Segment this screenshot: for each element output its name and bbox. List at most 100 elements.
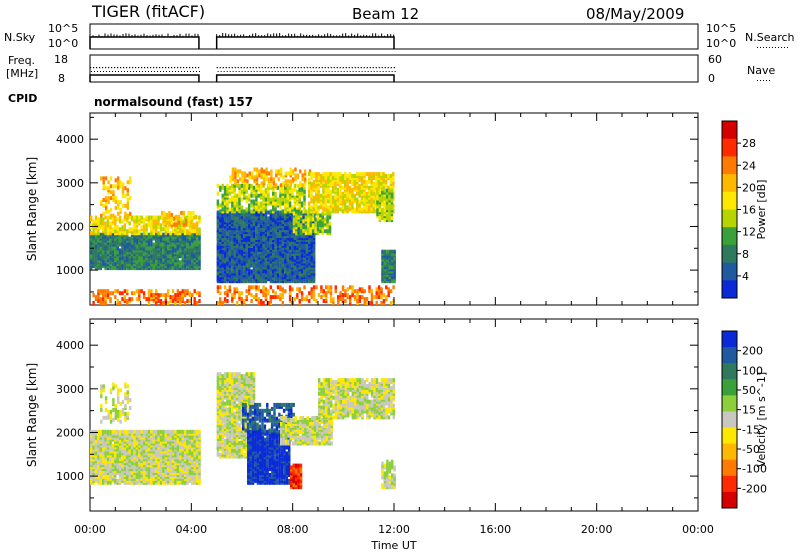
range-cell <box>231 195 234 200</box>
range-cell <box>341 191 344 196</box>
range-cell <box>99 232 102 237</box>
range-cell <box>187 210 190 215</box>
range-cell <box>245 195 248 200</box>
range-cell <box>267 210 270 215</box>
range-cell <box>314 223 317 228</box>
freq-dot <box>180 67 182 69</box>
freq-dot <box>108 67 110 69</box>
range-cell <box>329 285 333 290</box>
range-cell <box>240 189 244 194</box>
range-cell <box>121 429 124 434</box>
range-cell <box>392 203 395 208</box>
range-cell <box>118 301 122 305</box>
range-cell <box>365 179 368 184</box>
range-cell <box>274 201 277 206</box>
freq-dot <box>384 67 386 69</box>
range-cell <box>267 183 271 188</box>
range-cell <box>257 187 260 192</box>
range-cell <box>94 229 98 234</box>
range-cell <box>145 227 148 232</box>
range-cell <box>112 190 115 195</box>
range-cell <box>296 189 299 194</box>
nave-label: Nave <box>747 64 775 77</box>
range-cell <box>265 177 268 182</box>
range-cell <box>167 289 170 294</box>
range-cell <box>274 253 277 258</box>
range-cell <box>377 285 381 290</box>
range-cell <box>300 185 304 190</box>
range-cell <box>97 289 100 294</box>
figure-title: TIGER (fitACF) <box>91 2 205 21</box>
range-cell <box>317 205 320 210</box>
range-cell <box>97 217 100 222</box>
range-cell <box>303 297 306 302</box>
range-cell <box>288 297 292 302</box>
range-cell <box>316 209 320 214</box>
range-cell <box>116 453 119 458</box>
range-cell <box>264 287 268 292</box>
range-cell <box>281 197 284 202</box>
range-cell <box>243 234 246 238</box>
freq-dot <box>253 71 255 72</box>
range-cell <box>262 301 265 305</box>
range-cell <box>235 183 239 188</box>
range-cell <box>356 177 359 182</box>
range-cell <box>228 210 232 215</box>
range-cell <box>302 209 305 214</box>
range-cell <box>124 186 127 191</box>
range-cell <box>326 217 329 222</box>
range-cell <box>109 213 113 218</box>
range-cell <box>365 297 369 302</box>
range-cell <box>262 253 265 258</box>
freq-dot <box>276 67 278 69</box>
range-cell <box>349 285 352 290</box>
range-cell <box>284 179 288 184</box>
range-cell <box>370 293 374 298</box>
range-cell <box>281 209 284 214</box>
freq-dot <box>315 67 317 69</box>
range-cell <box>238 183 241 188</box>
range-cell <box>276 210 280 215</box>
range-cell <box>234 171 237 176</box>
range-cell <box>358 172 361 177</box>
range-cell <box>370 201 373 206</box>
range-cell <box>262 183 265 188</box>
range-cell <box>334 285 337 290</box>
range-cell <box>383 218 386 223</box>
range-cell <box>106 227 110 232</box>
range-cell <box>269 285 272 290</box>
range-cell <box>94 244 98 249</box>
nsky-trace <box>89 36 200 49</box>
range-cell <box>240 197 244 202</box>
range-cell <box>344 203 347 208</box>
range-cell <box>391 253 394 258</box>
range-cell <box>248 193 251 198</box>
range-cell <box>291 191 294 196</box>
range-cell <box>231 297 234 302</box>
cpid-text: normalsound (fast) 157 <box>94 95 253 109</box>
range-cell <box>368 301 371 305</box>
range-cell <box>368 207 371 212</box>
range-cell <box>150 219 153 224</box>
range-cell <box>102 203 105 208</box>
range-cell <box>92 429 95 434</box>
range-cell <box>356 172 359 177</box>
freq-dot <box>127 71 128 72</box>
range-cell <box>117 211 120 216</box>
range-cell <box>157 221 160 226</box>
range-cell <box>324 209 327 214</box>
range-cell <box>276 285 280 290</box>
range-cell <box>305 259 309 264</box>
range-cell <box>109 429 112 434</box>
range-cell <box>276 197 280 202</box>
range-cell <box>279 193 282 198</box>
range-cell <box>235 193 239 198</box>
range-cell <box>388 261 391 266</box>
range-cell <box>240 253 244 258</box>
range-cell <box>312 179 316 184</box>
range-cell <box>288 185 292 190</box>
freq-dot <box>187 71 188 72</box>
range-cell <box>97 429 100 434</box>
range-cell <box>316 223 320 228</box>
range-cell <box>358 287 362 292</box>
